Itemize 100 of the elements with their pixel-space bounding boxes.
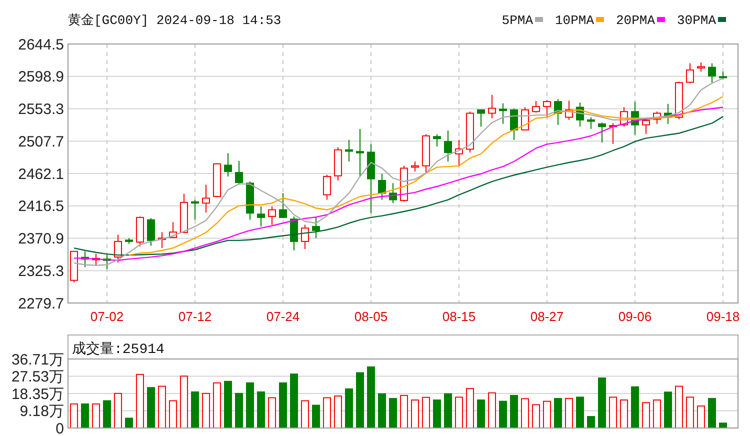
bar (642, 402, 650, 428)
bar (268, 397, 276, 428)
bar (345, 388, 353, 428)
candlestick (345, 139, 353, 162)
bar (444, 393, 452, 428)
candlestick (543, 99, 551, 118)
line-series (128, 96, 724, 256)
candlestick (499, 102, 507, 124)
bar (554, 398, 562, 428)
bar (312, 404, 320, 428)
y-tick-label: 36.71万 (11, 351, 64, 368)
chart-title: 成交量:25914 (72, 341, 164, 358)
bar (180, 376, 188, 428)
candlestick (477, 109, 485, 128)
y-tick-label: 2598.9 (18, 68, 64, 86)
bar (246, 382, 254, 428)
bar (367, 366, 375, 428)
bar (598, 378, 606, 428)
candlestick (147, 218, 155, 246)
bar (136, 374, 144, 428)
bar (543, 400, 551, 428)
candlestick (301, 224, 309, 250)
bar (400, 394, 408, 428)
bar (587, 416, 595, 428)
candlestick (224, 152, 232, 177)
legend-label: 30PMA (677, 13, 716, 28)
x-tick-label: 09-06 (618, 309, 652, 324)
y-tick-label: 2416.5 (18, 198, 64, 216)
x-tick-label: 07-24 (266, 309, 300, 324)
candlestick (488, 94, 496, 119)
y-tick-label: 2462.1 (18, 166, 64, 183)
candlestick (433, 134, 441, 148)
bar (565, 398, 573, 428)
bar (510, 394, 518, 428)
y-tick-label: 2553.3 (18, 101, 64, 118)
bar (213, 382, 221, 428)
bar (103, 400, 111, 428)
x-tick-label: 09-18 (706, 309, 740, 324)
bar (477, 399, 485, 428)
bar (301, 400, 309, 428)
y-tick-label: 2279.7 (18, 295, 64, 312)
legend-label: 10PMA (555, 13, 594, 28)
bar (466, 388, 474, 428)
bar (147, 387, 155, 428)
bar (70, 403, 78, 428)
bar (125, 418, 133, 428)
bar (488, 392, 496, 428)
bar (356, 372, 364, 428)
bar (521, 398, 529, 428)
y-tick-label: 9.18万 (20, 402, 64, 420)
y-tick-label: 2325.3 (18, 262, 64, 280)
candlestick (532, 100, 540, 114)
x-tick-label: 07-02 (90, 309, 124, 324)
candlestick (378, 173, 386, 200)
candlestick (444, 130, 452, 162)
bar (532, 404, 540, 428)
bar (455, 396, 463, 428)
y-tick-label: 0 (56, 420, 64, 436)
bar (697, 406, 705, 428)
y-tick-label: 27.53万 (11, 368, 64, 386)
candlestick (257, 206, 265, 227)
legend-label: 5PMA (502, 13, 534, 28)
candlestick (411, 161, 419, 172)
candlestick (598, 122, 606, 144)
bar (631, 386, 639, 428)
candlestick (268, 206, 276, 226)
bar (609, 396, 617, 428)
bar (653, 399, 661, 428)
candlestick (279, 192, 287, 219)
bar (686, 396, 694, 428)
x-tick-label: 08-15 (442, 309, 476, 324)
candlestick (686, 62, 694, 84)
bar (499, 400, 507, 428)
candlestick (708, 62, 716, 84)
bar (576, 396, 584, 428)
candlestick (510, 108, 518, 140)
bar (422, 396, 430, 428)
y-tick-label: 2370.9 (18, 230, 64, 248)
bar (620, 399, 628, 428)
bar (202, 392, 210, 428)
bar (675, 386, 683, 428)
bar (378, 393, 386, 428)
bar (290, 374, 298, 428)
candlestick (697, 62, 705, 72)
y-tick-label: 18.35万 (11, 386, 64, 403)
candlestick (356, 128, 364, 177)
bar (92, 403, 100, 428)
x-tick-label: 08-27 (530, 309, 564, 324)
bar (235, 392, 243, 428)
candlestick (587, 116, 595, 130)
bar (279, 382, 287, 428)
bar (323, 397, 331, 428)
bar (191, 391, 199, 428)
bar (389, 398, 397, 428)
candlestick (114, 234, 122, 263)
candlestick (191, 199, 199, 220)
bar (81, 403, 89, 428)
bar (114, 392, 122, 428)
bar (433, 399, 441, 428)
y-tick-label: 2507.7 (18, 133, 64, 150)
